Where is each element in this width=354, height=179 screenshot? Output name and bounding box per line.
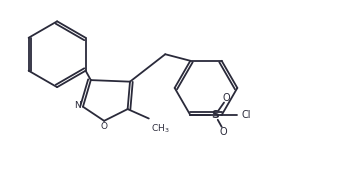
Text: CH$_3$: CH$_3$: [151, 122, 170, 135]
Text: O: O: [223, 93, 230, 103]
Text: Cl: Cl: [241, 110, 251, 120]
Text: N: N: [74, 101, 81, 110]
Text: S: S: [211, 110, 219, 120]
Text: O: O: [101, 122, 108, 131]
Text: O: O: [219, 127, 227, 137]
